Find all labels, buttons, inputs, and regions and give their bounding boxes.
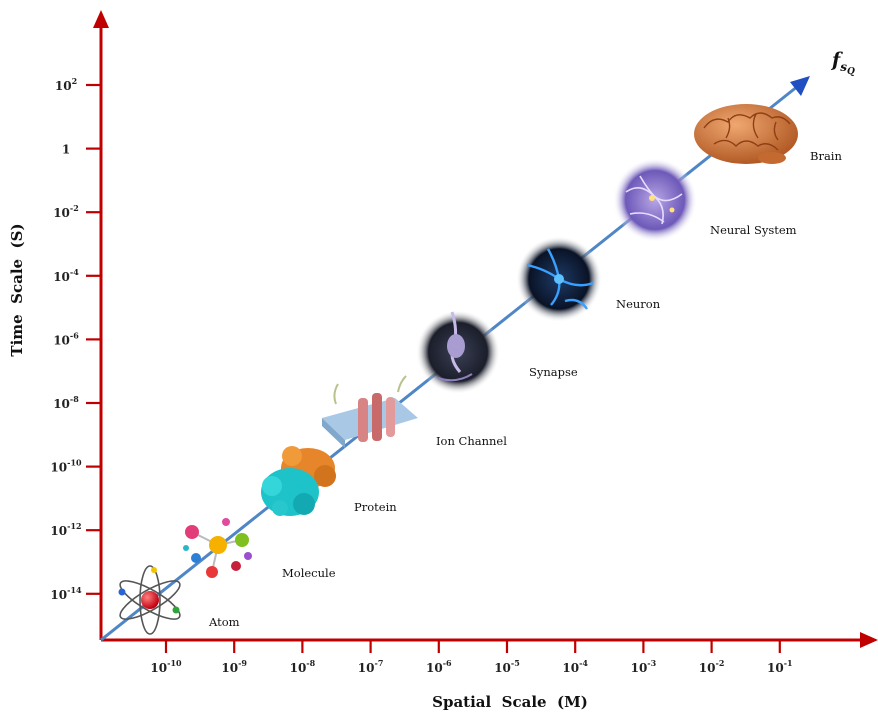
x-tick-label: 10-9	[221, 658, 247, 675]
ion-channel-icon	[322, 375, 418, 448]
x-axis	[101, 632, 878, 648]
x-tick-label: 10-5	[494, 658, 520, 675]
x-tick-label: 10-1	[767, 658, 793, 675]
x-axis-title: Spatial Scale (M)	[432, 693, 588, 711]
fsq-label: fsQ	[830, 49, 855, 77]
stage-label-neural-system: Neural System	[710, 223, 797, 237]
diagonal-arrow-icon	[790, 76, 810, 96]
x-tick-label: 10-8	[290, 658, 316, 675]
stage-label-protein: Protein	[354, 500, 397, 514]
stage-label-ion-channel: Ion Channel	[436, 434, 507, 448]
x-tick-label: 10-10	[150, 658, 182, 675]
atom-icon	[118, 565, 181, 635]
stage-label-molecule: Molecule	[282, 566, 336, 580]
y-tick-label: 10-4	[53, 267, 79, 284]
y-tick-label: 10-6	[53, 330, 79, 347]
y-axis-arrow-icon	[93, 10, 109, 28]
stage-labels: Atom Molecule Protein Ion Channel Synaps…	[208, 149, 842, 629]
x-tick-label: 10-2	[699, 658, 725, 675]
molecule-icon	[183, 518, 252, 578]
brain-icon	[694, 104, 798, 164]
x-tick-label: 10-3	[631, 658, 657, 675]
protein-icon	[261, 446, 336, 516]
stage-label-brain: Brain	[810, 149, 842, 163]
x-tick-label: 10-4	[562, 658, 588, 675]
synapse-icon	[416, 310, 500, 394]
y-axis-title: Time Scale (S)	[8, 223, 26, 356]
y-tick-label: 10-2	[53, 203, 79, 220]
x-axis-arrow-icon	[860, 632, 878, 648]
y-tick-label: 10-14	[50, 585, 82, 602]
stage-label-synapse: Synapse	[529, 365, 578, 379]
neuron-icon	[516, 236, 602, 322]
y-tick-label: 10-12	[50, 521, 81, 538]
y-tick-label: 10-8	[53, 394, 79, 411]
neural-system-icon	[613, 158, 697, 242]
x-tick-label: 10-6	[426, 658, 452, 675]
stage-label-neuron: Neuron	[616, 297, 661, 311]
y-axis-ticks: 102 1 10-2 10-4 10-6 10-8 10-10 10-12 10-14	[50, 76, 101, 602]
x-tick-label: 10-7	[358, 658, 384, 675]
x-axis-ticks: 10-10 10-9 10-8 10-7 10-6 10-5 10-4 10-3 10-2 10-…	[150, 640, 793, 675]
y-tick-label: 1	[62, 143, 70, 157]
y-axis	[93, 10, 109, 640]
stage-label-atom: Atom	[208, 615, 240, 629]
y-tick-label: 102	[55, 76, 77, 93]
y-tick-label: 10-10	[50, 458, 82, 475]
